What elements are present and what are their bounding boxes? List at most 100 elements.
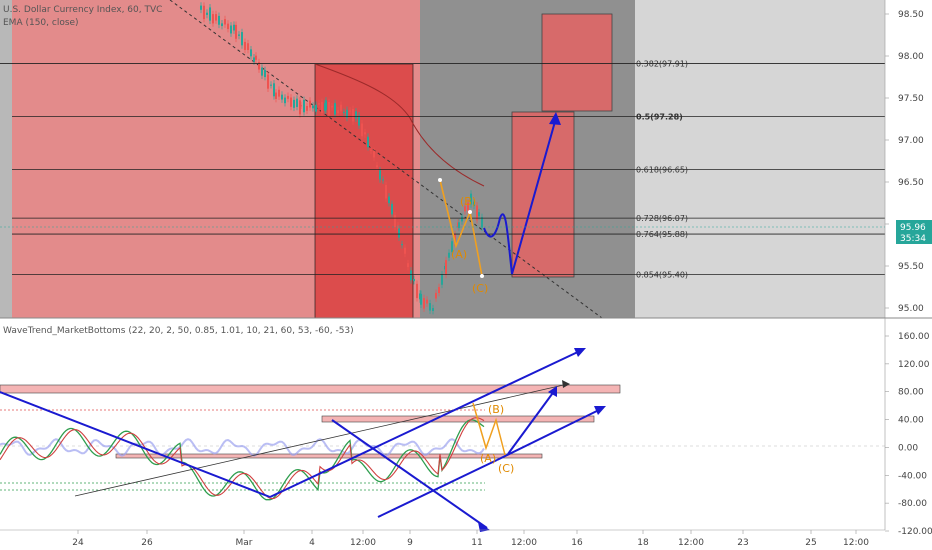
candle-body bbox=[461, 216, 463, 222]
osc-resistance-zone bbox=[0, 384, 621, 394]
candle-body bbox=[303, 99, 305, 113]
price-tick-4: 96.50 bbox=[898, 178, 924, 188]
candle-body bbox=[238, 34, 240, 36]
current-price-badge bbox=[896, 220, 932, 244]
candle-body bbox=[270, 84, 272, 86]
candle-body bbox=[376, 165, 378, 168]
time-tick-8: 16 bbox=[571, 538, 583, 548]
time-tick-3: 4 bbox=[309, 538, 315, 548]
indicator-title: WaveTrend_MarketBottoms (22, 20, 2, 50, … bbox=[3, 326, 354, 336]
price-candles bbox=[200, 2, 483, 315]
current-price: 95.96 bbox=[900, 223, 926, 233]
time-tick-12: 25 bbox=[805, 538, 816, 548]
candle-body bbox=[478, 212, 480, 217]
osc-arrows bbox=[0, 349, 604, 529]
candle-body bbox=[382, 179, 384, 181]
candle-body bbox=[306, 105, 308, 111]
candle-body bbox=[340, 104, 342, 112]
wave-label-a-price: (A) bbox=[451, 248, 467, 261]
candle-body bbox=[258, 62, 260, 70]
candle-body bbox=[281, 94, 283, 100]
fib-label-1: 0.5(97.28) bbox=[636, 112, 683, 121]
candle-body bbox=[337, 110, 339, 114]
candle-body bbox=[391, 203, 393, 215]
candle-body bbox=[309, 100, 311, 108]
osc-tick-7: -120.00 bbox=[898, 527, 932, 537]
time-tick-2: Mar bbox=[236, 538, 253, 548]
candle-body bbox=[300, 105, 302, 107]
osc-tick-3: 40.00 bbox=[898, 416, 924, 426]
candle-body bbox=[312, 105, 314, 109]
osc-tick-6: -80.00 bbox=[898, 499, 927, 509]
candle-body bbox=[394, 215, 396, 228]
wave-label-c-price: (C) bbox=[472, 282, 488, 295]
price-tick-3: 97.00 bbox=[898, 136, 924, 146]
candle-body bbox=[250, 49, 252, 57]
osc-tick-2: 80.00 bbox=[898, 388, 924, 398]
osc-zone-mid bbox=[321, 415, 595, 423]
candle-body bbox=[224, 19, 226, 25]
fib-label-0: 0.382(97.91) bbox=[636, 60, 688, 69]
candle-body bbox=[215, 14, 217, 21]
candle-body bbox=[212, 14, 214, 24]
time-tick-9: 18 bbox=[637, 538, 649, 548]
candle-body bbox=[218, 15, 220, 25]
time-tick-0: 24 bbox=[72, 538, 84, 548]
candle-body bbox=[321, 101, 323, 113]
candle-body bbox=[432, 308, 434, 311]
candle-body bbox=[352, 108, 354, 122]
projection-path bbox=[483, 117, 557, 275]
candle-body bbox=[227, 23, 229, 30]
price-tick-6: 95.50 bbox=[898, 262, 924, 272]
price-tick-7: 95.00 bbox=[898, 304, 924, 314]
candle-body bbox=[293, 99, 295, 108]
candle-body bbox=[261, 67, 263, 76]
candle-body bbox=[441, 274, 443, 285]
candle-body bbox=[476, 205, 478, 221]
wave-label-c-osc: (C) bbox=[498, 462, 514, 475]
candle-body bbox=[379, 170, 381, 180]
wave-label-a-osc: (A) bbox=[480, 452, 496, 465]
candle-body bbox=[209, 7, 211, 21]
candle-body bbox=[355, 111, 357, 119]
candle-body bbox=[473, 201, 475, 207]
candle-body bbox=[325, 100, 327, 110]
candle-body bbox=[275, 92, 277, 99]
candle-body bbox=[426, 299, 428, 304]
osc-line-fast bbox=[0, 419, 485, 501]
candle-body bbox=[233, 24, 235, 31]
candle-body bbox=[370, 149, 372, 151]
fib-label-4: 0.764(95.88) bbox=[636, 230, 688, 239]
candle-body bbox=[221, 23, 223, 27]
candle-body bbox=[435, 292, 437, 299]
price-tick-1: 98.00 bbox=[898, 52, 924, 62]
candle-body bbox=[401, 244, 403, 246]
time-tick-10: 12:00 bbox=[678, 538, 704, 548]
osc-histogram bbox=[0, 438, 485, 457]
price-tick-0: 98.50 bbox=[898, 10, 924, 20]
candle-body bbox=[388, 196, 390, 204]
candle-body bbox=[361, 123, 363, 137]
candle-body bbox=[299, 100, 301, 115]
candle-body bbox=[470, 193, 472, 205]
candle-body bbox=[206, 12, 208, 15]
time-tick-7: 12:00 bbox=[511, 538, 537, 548]
candle-body bbox=[438, 287, 440, 293]
time-tick-1: 26 bbox=[141, 538, 153, 548]
osc-tick-4: 0.00 bbox=[898, 443, 918, 453]
candle-body bbox=[343, 111, 345, 113]
candle-body bbox=[398, 228, 400, 238]
target-box-upper bbox=[541, 13, 613, 112]
candle-body bbox=[429, 303, 431, 311]
candle-body bbox=[264, 69, 266, 78]
symbol-title: U.S. Dollar Currency Index, 60, TVC bbox=[3, 5, 162, 15]
candle-body bbox=[235, 24, 237, 39]
wave-label-b-price: (B) bbox=[460, 195, 476, 208]
price-tick-2: 97.50 bbox=[898, 94, 924, 104]
fib-label-3: 0.728(96.07) bbox=[636, 214, 688, 223]
candle-body bbox=[203, 5, 205, 20]
candle-body bbox=[423, 298, 425, 309]
candle-body bbox=[407, 263, 409, 268]
wave-label-b-osc: (B) bbox=[488, 403, 504, 416]
